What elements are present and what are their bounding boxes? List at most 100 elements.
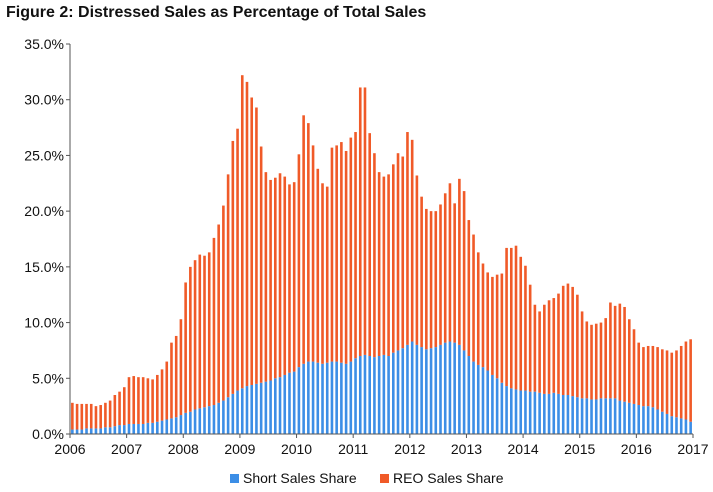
bar-short-sales — [165, 419, 169, 434]
bar-short-sales — [349, 361, 353, 434]
bar-short-sales — [325, 362, 329, 434]
bar-reo-sales — [382, 176, 386, 355]
bar-reo-sales — [439, 204, 442, 345]
bar-reo-sales — [406, 132, 409, 345]
bar-reo-sales — [476, 252, 480, 365]
bar-reo-sales — [448, 183, 452, 342]
x-tick-label: 2010 — [281, 441, 312, 457]
x-tick-label: 2013 — [451, 441, 482, 457]
bar-reo-sales — [580, 311, 584, 399]
bar-reo-sales — [642, 347, 645, 407]
bar-reo-sales — [302, 115, 305, 364]
y-tick-label: 25.0% — [24, 147, 64, 163]
bar-short-sales — [646, 406, 650, 434]
bar-short-sales — [198, 408, 202, 434]
bar-short-sales — [85, 428, 88, 434]
bar-reo-sales — [132, 376, 136, 424]
bar-short-sales — [321, 363, 324, 434]
bar-short-sales — [627, 402, 631, 434]
bar-reo-sales — [325, 186, 329, 363]
bar-reo-sales — [259, 146, 263, 383]
bar-reo-sales — [316, 168, 320, 363]
bar-reo-sales — [344, 150, 348, 364]
bar-short-sales — [689, 421, 692, 434]
bar-reo-sales — [340, 142, 343, 363]
bar-short-sales — [156, 421, 159, 434]
bar-reo-sales — [543, 304, 546, 394]
bar-short-sales — [217, 402, 220, 434]
bar-short-sales — [278, 377, 282, 434]
bar-short-sales — [146, 422, 150, 434]
bar-reo-sales — [651, 345, 655, 408]
bar-reo-sales — [594, 323, 598, 400]
bar-short-sales — [637, 405, 641, 434]
y-tick-label: 35.0% — [24, 36, 64, 52]
y-tick-label: 30.0% — [24, 92, 64, 108]
bar-reo-sales — [486, 272, 489, 371]
bar-reo-sales — [481, 263, 485, 368]
bar-reo-sales — [425, 208, 428, 350]
bar-short-sales — [335, 361, 338, 434]
bar-short-sales — [505, 386, 508, 434]
legend-item-short-sales: Short Sales Share — [230, 470, 357, 486]
bar-short-sales — [222, 400, 225, 434]
bar-short-sales — [226, 397, 230, 434]
bar-short-sales — [491, 374, 494, 434]
bar-short-sales — [274, 378, 277, 434]
bar-reo-sales — [245, 81, 249, 387]
bar-short-sales — [519, 390, 523, 434]
y-tick-label: 20.0% — [24, 203, 64, 219]
bar-reo-sales — [679, 345, 683, 419]
bar-reo-sales — [665, 350, 669, 414]
bar-short-sales — [189, 411, 192, 434]
bar-short-sales — [684, 419, 688, 434]
bar-short-sales — [599, 398, 603, 434]
bar-short-sales — [354, 358, 357, 434]
bar-short-sales — [132, 423, 136, 434]
bar-short-sales — [642, 406, 645, 434]
bar-short-sales — [543, 393, 546, 434]
bar-short-sales — [245, 386, 249, 434]
x-tick-label: 2011 — [338, 441, 368, 457]
bar-reo-sales — [637, 342, 641, 406]
x-tick-label: 2016 — [621, 441, 652, 457]
x-tick-label: 2014 — [508, 441, 539, 457]
bar-reo-sales — [75, 403, 79, 430]
bar-reo-sales — [193, 260, 197, 410]
bar-short-sales — [594, 399, 598, 434]
bar-reo-sales — [533, 304, 537, 392]
bar-short-sales — [538, 392, 541, 434]
bar-short-sales — [481, 367, 485, 434]
bar-short-sales — [495, 378, 499, 434]
bar-reo-sales — [240, 75, 244, 389]
legend-swatch-reo-sales — [380, 473, 389, 483]
bar-short-sales — [269, 380, 272, 434]
bar-reo-sales — [684, 341, 688, 420]
bar-short-sales — [340, 362, 343, 434]
bar-short-sales — [71, 429, 74, 434]
bar-reo-sales — [212, 237, 216, 406]
bar-reo-sales — [231, 140, 235, 394]
bar-short-sales — [80, 429, 84, 434]
bar-reo-sales — [127, 377, 131, 424]
bar-reo-sales — [505, 247, 508, 387]
legend-item-reo-sales: REO Sales Share — [380, 470, 504, 486]
bar-reo-sales — [189, 266, 192, 412]
bar-reo-sales — [146, 378, 150, 423]
bar-short-sales — [514, 389, 518, 434]
bar-reo-sales — [113, 395, 117, 427]
y-tick-label: 15.0% — [24, 259, 64, 275]
bar-short-sales — [425, 349, 428, 434]
bar-short-sales — [311, 361, 315, 434]
bar-short-sales — [458, 344, 461, 434]
y-tick-label: 10.0% — [24, 315, 64, 331]
bar-reo-sales — [104, 402, 107, 428]
bar-short-sales — [524, 390, 527, 434]
bar-reo-sales — [278, 173, 282, 378]
bar-reo-sales — [519, 256, 523, 391]
bar-reo-sales — [165, 361, 169, 420]
bar-reo-sales — [623, 306, 626, 402]
bar-short-sales — [240, 388, 244, 434]
bar-reo-sales — [335, 145, 338, 362]
bar-reo-sales — [392, 164, 395, 353]
